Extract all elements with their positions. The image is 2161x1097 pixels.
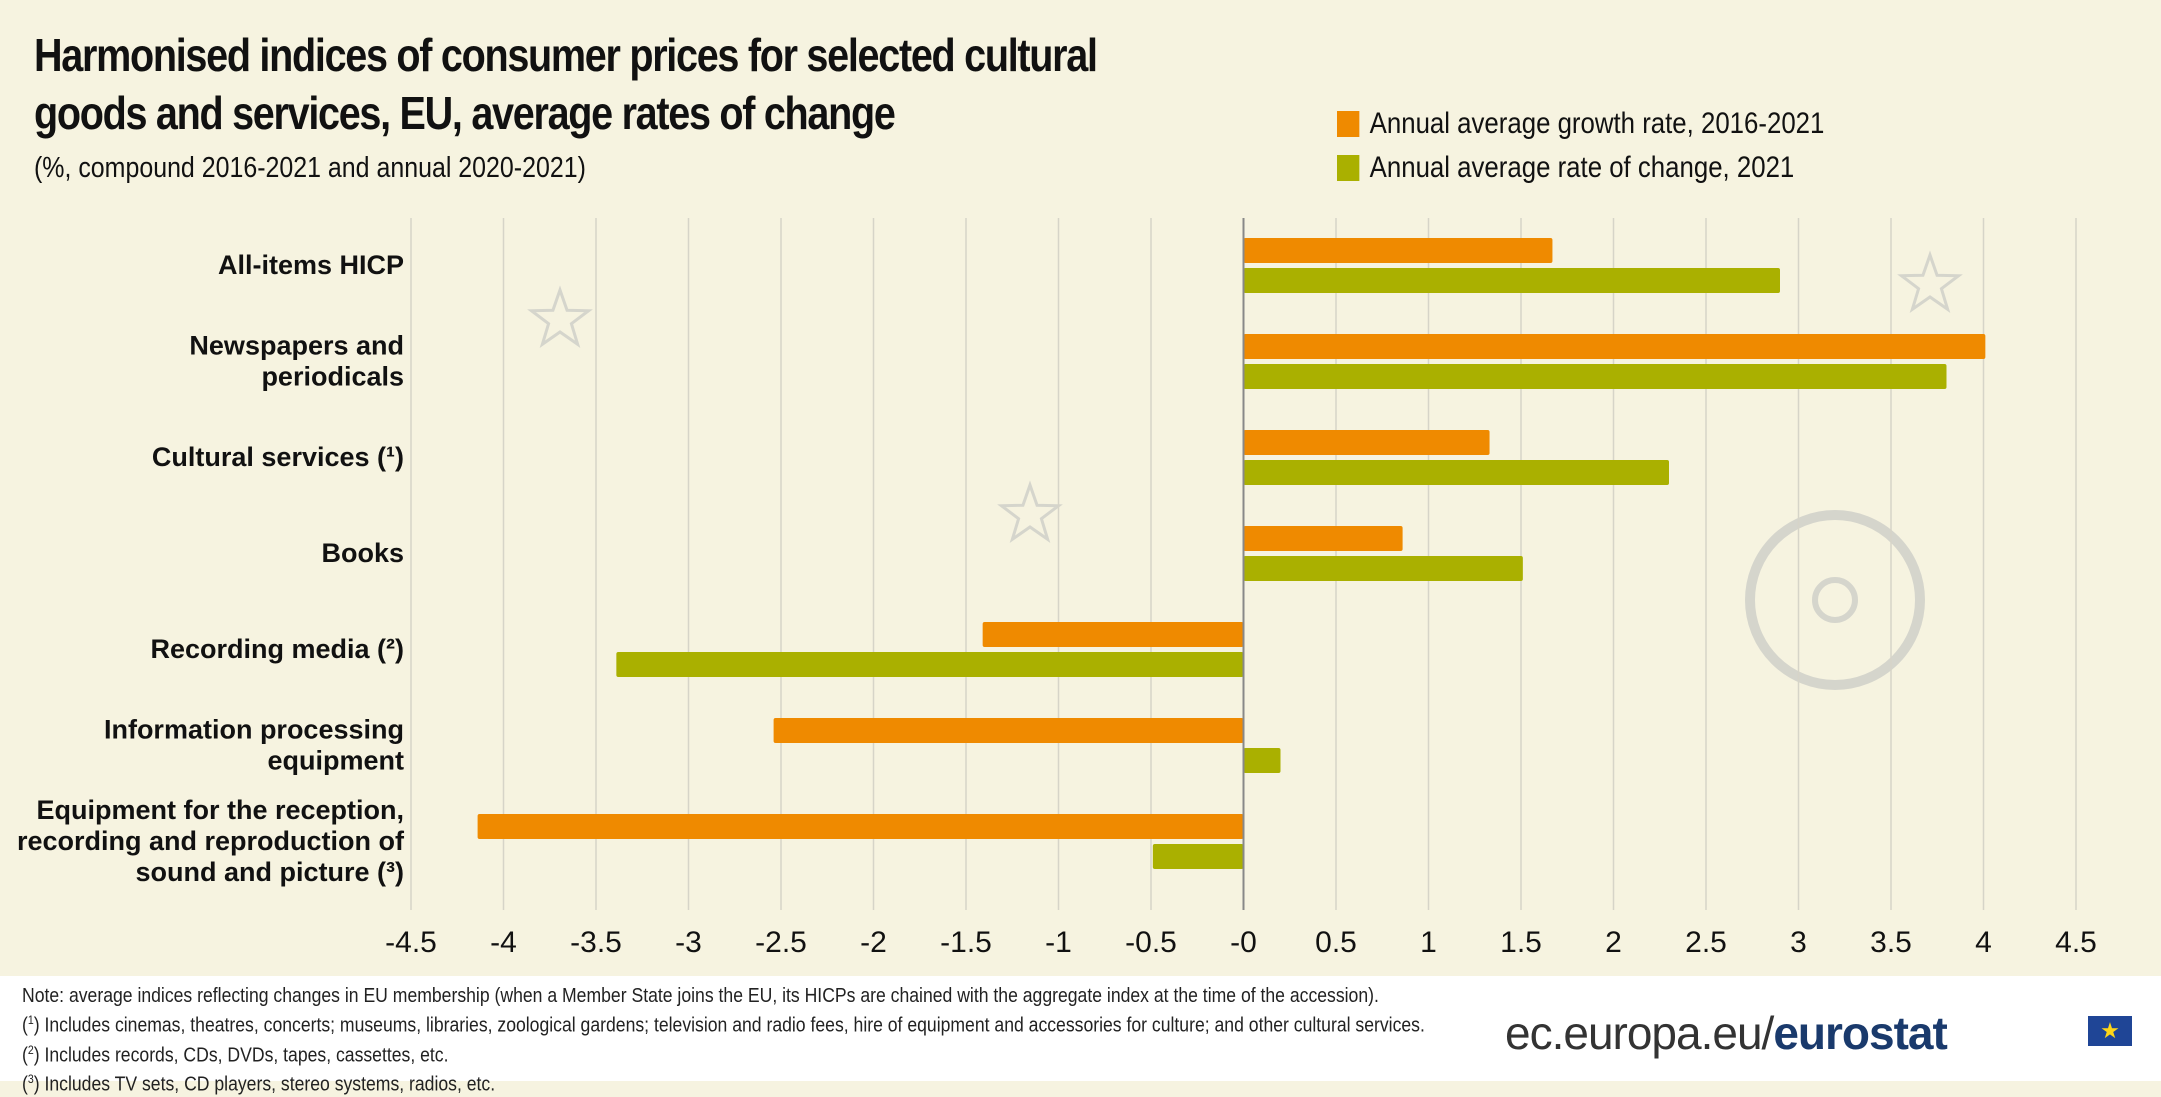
- x-tick-label: 3.5: [1870, 926, 1912, 959]
- bar-growth-2016-2021: [477, 814, 1244, 839]
- bar-change-2021: [1243, 556, 1523, 581]
- x-tick-label: -3: [675, 926, 702, 959]
- x-tick-label: -0: [1230, 926, 1257, 959]
- eu-flag-icon: ★: [2088, 1016, 2132, 1046]
- note-1: (1) Includes cinemas, theatres, concerts…: [22, 1013, 1425, 1037]
- bar-growth-2016-2021: [773, 718, 1244, 743]
- bar-growth-2016-2021: [1243, 238, 1553, 263]
- x-tick-label: 4.5: [2055, 926, 2097, 959]
- category-label: Equipment for the reception, recording an…: [17, 795, 405, 887]
- x-tick-label: -1.5: [940, 926, 992, 959]
- legend-swatch-green: [1337, 155, 1360, 181]
- category-label: Newspapers and periodicals: [189, 331, 404, 392]
- x-tick-label: 0.5: [1315, 926, 1357, 959]
- bar-change-2021: [1243, 748, 1281, 773]
- category-label: Cultural services (¹): [152, 442, 404, 472]
- bar-change-2021: [1152, 844, 1244, 869]
- legend-label: Annual average growth rate, 2016-2021: [1369, 107, 1825, 140]
- legend: Annual average growth rate, 2016-2021 An…: [1337, 102, 1904, 190]
- x-tick-label: 1: [1420, 926, 1437, 959]
- x-tick-label: 2: [1605, 926, 1622, 959]
- film-reel-icon: [1745, 510, 1925, 690]
- x-tick-label: -4.5: [385, 926, 437, 959]
- eurostat-logo: ec.europa.eu/eurostat: [1505, 1007, 1948, 1059]
- bar-chart: -4.5 -4 -3.5 -3 -2.5 -2 -1.5 -1 -0.5 -0 0.5 1 1.5 2 2.…: [17, 218, 2097, 959]
- category-label: All-items HICP: [218, 250, 404, 280]
- x-tick-label: 1.5: [1500, 926, 1542, 959]
- bar-change-2021: [1243, 364, 1947, 389]
- x-tick-label: -0.5: [1125, 926, 1177, 959]
- category-label: Information processing equipment: [104, 715, 404, 776]
- star-decoration-icon: [997, 480, 1063, 543]
- category-label: Recording media (²): [150, 634, 404, 664]
- bar-growth-2016-2021: [1243, 526, 1403, 551]
- bar-growth-2016-2021: [982, 622, 1244, 647]
- x-tick-label: 2.5: [1685, 926, 1727, 959]
- chart-subtitle: (%, compound 2016-2021 and annual 2020-2…: [34, 152, 586, 184]
- legend-swatch-orange: [1337, 111, 1360, 137]
- legend-item-growth-2016-2021: Annual average growth rate, 2016-2021: [1337, 102, 1824, 146]
- star-decoration-icon: [527, 285, 593, 348]
- chart-title: Harmonised indices of consumer prices fo…: [34, 29, 1098, 139]
- film-reel-hub-icon: [1812, 577, 1858, 623]
- legend-label: Annual average rate of change, 2021: [1369, 151, 1795, 184]
- note-3: (3) Includes TV sets, CD players, stereo…: [22, 1072, 496, 1096]
- bar-change-2021: [1243, 268, 1780, 293]
- x-tick-label: 3: [1790, 926, 1807, 959]
- footer: Note: average indices reflecting changes…: [0, 976, 2161, 1096]
- category-label: Books: [321, 538, 404, 568]
- bar-change-2021: [1243, 460, 1669, 485]
- x-tick-label: -4: [490, 926, 517, 959]
- bar-change-2021: [616, 652, 1244, 677]
- x-tick-label: -2: [860, 926, 887, 959]
- legend-item-change-2021: Annual average rate of change, 2021: [1337, 146, 1824, 190]
- note-2: (2) Includes records, CDs, DVDs, tapes, …: [22, 1042, 449, 1067]
- note-main: Note: average indices reflecting changes…: [22, 985, 1379, 1007]
- x-tick-label: -1: [1045, 926, 1072, 959]
- bar-growth-2016-2021: [1243, 334, 1986, 359]
- x-tick-label: 4: [1975, 926, 1992, 959]
- x-tick-label: -2.5: [755, 926, 807, 959]
- star-decoration-icon: [1897, 250, 1963, 313]
- footnotes: Note: average indices reflecting changes…: [22, 984, 1425, 1097]
- x-tick-label: -3.5: [570, 926, 622, 959]
- bar-growth-2016-2021: [1243, 430, 1490, 455]
